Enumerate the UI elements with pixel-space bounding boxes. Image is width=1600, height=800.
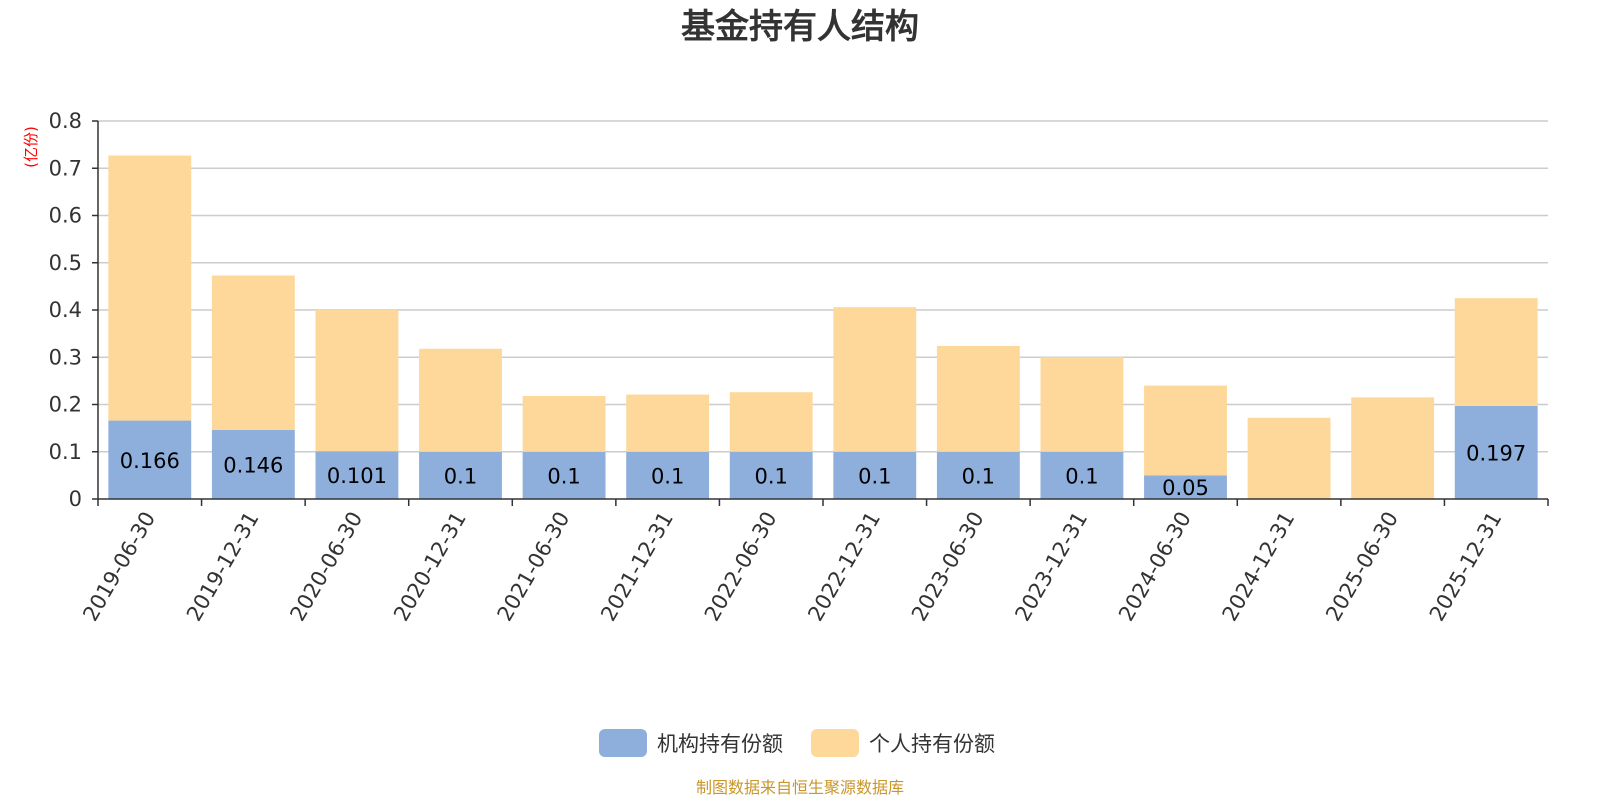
bar-institutional bbox=[419, 451, 502, 499]
y-tick-label: 0.2 bbox=[49, 393, 82, 417]
legend-label: 个人持有份额 bbox=[869, 732, 995, 756]
y-tick-label: 0.4 bbox=[49, 298, 82, 322]
bar-individual bbox=[315, 310, 399, 452]
legend-swatch bbox=[599, 729, 647, 757]
bar-individual bbox=[936, 345, 1020, 452]
bar-institutional bbox=[833, 451, 917, 499]
data-label: 0.197 bbox=[1466, 441, 1526, 465]
bar-institutional bbox=[626, 451, 710, 499]
x-tick-label: 2023-06-30 bbox=[907, 508, 989, 626]
legend-label: 机构持有份额 bbox=[657, 732, 783, 756]
x-tick-label: 2022-12-31 bbox=[803, 508, 885, 626]
y-tick-label: 0.8 bbox=[49, 109, 82, 133]
data-label: 0.146 bbox=[223, 454, 283, 478]
data-label: 0.1 bbox=[1065, 464, 1098, 488]
data-label: 0.1 bbox=[651, 464, 684, 488]
bar-individual bbox=[522, 395, 606, 452]
bar-institutional bbox=[211, 430, 295, 499]
bar-individual bbox=[211, 275, 295, 431]
bar-institutional bbox=[522, 451, 606, 499]
legend-swatch bbox=[811, 729, 859, 757]
x-tick-label: 2025-12-31 bbox=[1425, 508, 1507, 626]
data-label: 0.101 bbox=[327, 464, 387, 488]
data-label: 0.1 bbox=[858, 464, 891, 488]
bar-individual bbox=[419, 348, 502, 452]
x-tick-label: 2020-06-30 bbox=[285, 508, 367, 626]
x-tick-label: 2019-12-31 bbox=[182, 508, 264, 626]
y-tick-label: 0 bbox=[69, 487, 82, 511]
bar-institutional bbox=[1454, 405, 1538, 499]
bar-individual bbox=[626, 394, 710, 452]
legend: 机构持有份额 个人持有份额 bbox=[599, 729, 995, 757]
bar-institutional bbox=[1040, 451, 1124, 499]
bar-individual bbox=[729, 392, 813, 452]
bar-individual bbox=[1144, 385, 1227, 476]
y-axis-unit: (亿份) bbox=[22, 126, 40, 168]
chart-title: 基金持有人结构 bbox=[681, 7, 919, 47]
x-tick-label: 2019-06-30 bbox=[78, 508, 160, 626]
bar-individual bbox=[108, 155, 192, 421]
bars: 0.166 0.146 0.101 0.1 0.1 0.1 0.1 0.1 0.1 0.1 0.05… bbox=[108, 155, 1538, 500]
y-tick-label: 0.6 bbox=[49, 204, 82, 228]
x-tick-label: 2024-06-30 bbox=[1114, 508, 1196, 626]
y-tick-label: 0.1 bbox=[49, 440, 82, 464]
bar-individual bbox=[1247, 417, 1331, 499]
data-label: 0.1 bbox=[547, 464, 580, 488]
x-tick-label: 2020-12-31 bbox=[389, 508, 471, 626]
source-note: 制图数据来自恒生聚源数据库 bbox=[696, 778, 904, 797]
x-tick-label: 2023-12-31 bbox=[1010, 508, 1092, 626]
y-tick-label: 0.7 bbox=[49, 156, 82, 180]
bar-institutional bbox=[1144, 475, 1227, 499]
bar-individual bbox=[1351, 397, 1435, 499]
bar-institutional bbox=[108, 420, 192, 499]
data-label: 0.1 bbox=[444, 464, 477, 488]
bar-individual bbox=[1454, 298, 1538, 406]
bar-individual bbox=[833, 307, 917, 452]
bar-institutional bbox=[936, 451, 1020, 499]
x-tick-label: 2025-06-30 bbox=[1321, 508, 1403, 626]
bar-institutional bbox=[315, 451, 399, 499]
x-tick-label: 2024-12-31 bbox=[1218, 508, 1300, 626]
data-label: 0.166 bbox=[120, 449, 180, 473]
data-label: 0.1 bbox=[755, 464, 788, 488]
bar-institutional bbox=[729, 451, 813, 499]
data-label: 0.05 bbox=[1162, 476, 1209, 500]
y-tick-label: 0.3 bbox=[49, 345, 82, 369]
x-tick-label: 2022-06-30 bbox=[700, 508, 782, 626]
bar-individual bbox=[1040, 357, 1124, 452]
y-tick-label: 0.5 bbox=[49, 251, 82, 275]
x-tick-label: 2021-12-31 bbox=[596, 508, 678, 626]
x-tick-label: 2021-06-30 bbox=[493, 508, 575, 626]
data-label: 0.1 bbox=[962, 464, 995, 488]
